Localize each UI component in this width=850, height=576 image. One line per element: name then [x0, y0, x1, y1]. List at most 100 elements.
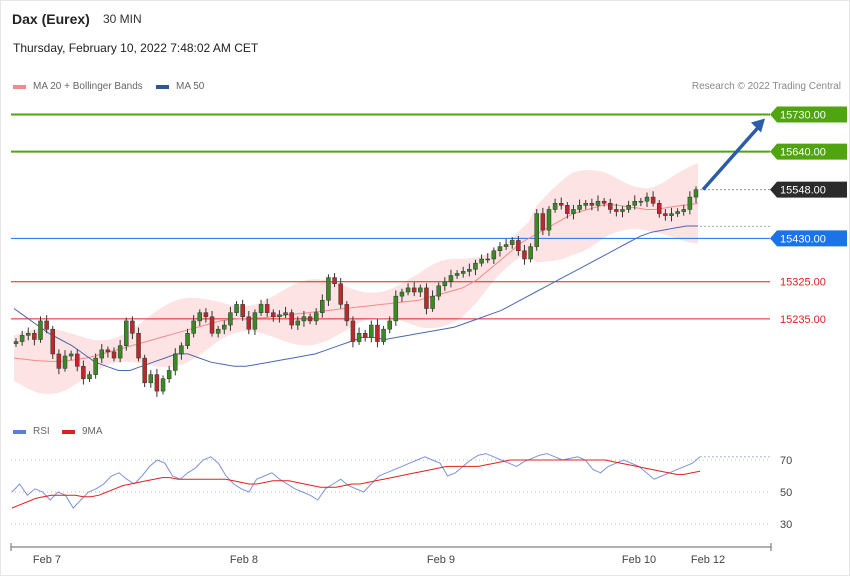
- candle-down: [56, 353, 62, 369]
- candle: [473, 259, 478, 276]
- candle-up: [87, 374, 92, 379]
- candle: [271, 309, 276, 322]
- candle-up: [148, 374, 154, 384]
- ma20-line: [13, 202, 699, 362]
- candle-down: [75, 353, 80, 367]
- candle-up: [252, 312, 258, 330]
- candle: [277, 310, 282, 323]
- candle: [656, 199, 662, 218]
- level-tag-15548.00: 15548.00: [770, 181, 847, 198]
- candle-up: [687, 196, 693, 210]
- candle-down: [656, 203, 662, 214]
- candle-up: [258, 304, 264, 313]
- candle-up: [62, 355, 68, 369]
- candle: [332, 273, 337, 288]
- level-label-15430.00: 15430.00: [780, 233, 826, 245]
- candle: [50, 325, 56, 359]
- candle: [497, 242, 503, 257]
- candle-up: [638, 200, 644, 203]
- candle: [320, 294, 325, 318]
- candle: [534, 209, 539, 251]
- candle-up: [234, 304, 239, 313]
- candle: [105, 346, 111, 358]
- candle: [663, 209, 668, 221]
- candle: [356, 327, 362, 345]
- candle: [577, 199, 582, 213]
- candle: [93, 353, 98, 379]
- candle: [644, 192, 650, 207]
- candle-up: [393, 295, 399, 322]
- candle-up: [675, 211, 680, 214]
- candle-down: [154, 374, 160, 392]
- candle-down: [522, 250, 527, 260]
- rsi-series-RSI: [11, 453, 701, 509]
- candle-down: [663, 213, 668, 216]
- candle: [589, 198, 595, 211]
- candle-up: [693, 189, 699, 198]
- legend-ma20: MA 20 + Bollinger Bands: [13, 81, 143, 92]
- candle: [38, 316, 43, 343]
- candle-down: [332, 277, 337, 285]
- candle: [130, 316, 135, 340]
- candle-down: [32, 333, 37, 340]
- level-label-15235.00: 15235.00: [780, 314, 826, 326]
- candle-down: [411, 287, 417, 293]
- candle-up: [19, 335, 25, 342]
- candle-down: [105, 349, 111, 353]
- rsi-tick-30: 30: [780, 519, 792, 531]
- candle: [154, 368, 160, 397]
- candle-up: [509, 240, 515, 245]
- candle-up: [681, 209, 686, 212]
- candle-up: [467, 269, 472, 272]
- candle-up: [166, 370, 172, 379]
- candle-up: [399, 291, 405, 297]
- candle-up: [448, 275, 454, 282]
- candle-up: [197, 312, 203, 322]
- candle-up: [26, 333, 31, 336]
- candle: [26, 327, 31, 341]
- level-tag-15430.00: 15430.00: [770, 230, 847, 247]
- bollinger-band-area: [14, 163, 698, 395]
- candle: [650, 191, 656, 207]
- candle: [503, 238, 509, 250]
- report-datetime: Thursday, February 10, 2022 7:48:02 AM C…: [13, 41, 259, 55]
- candle-down: [111, 351, 117, 359]
- projection-arrow: [701, 118, 765, 191]
- candle-down: [362, 333, 368, 338]
- candle: [620, 206, 625, 218]
- candle-down: [424, 287, 429, 309]
- candle: [44, 315, 49, 334]
- candle: [179, 342, 184, 360]
- level-lines: [11, 113, 770, 320]
- candle-up: [222, 324, 227, 330]
- candle: [87, 371, 92, 383]
- level-tag-bg: [770, 143, 847, 160]
- candle: [565, 202, 570, 219]
- candle: [687, 191, 693, 215]
- candle-down: [589, 203, 595, 206]
- candle-down: [307, 316, 313, 322]
- candle-up: [68, 353, 74, 357]
- candle: [638, 197, 644, 207]
- candle-down: [375, 324, 380, 342]
- candle: [350, 316, 356, 348]
- candle: [448, 269, 454, 288]
- candle: [19, 330, 25, 346]
- instrument-title: Dax (Eurex): [12, 11, 90, 27]
- legend-swatch-ma20: [13, 84, 26, 89]
- projection-arrow-shaft: [701, 125, 761, 191]
- x-tick-label: Feb 12: [691, 554, 725, 566]
- x-axis: Feb 7 Feb 8 Feb 9 Feb 10 Feb 12: [10, 543, 772, 566]
- candle: [307, 313, 313, 325]
- candle: [442, 277, 448, 291]
- candle: [509, 237, 515, 249]
- candle-up: [179, 345, 184, 355]
- candle-down: [81, 366, 86, 379]
- candle-up: [436, 285, 441, 297]
- candle: [13, 338, 19, 347]
- candle-down: [203, 312, 209, 318]
- candle: [160, 375, 166, 395]
- legend-label-9ma: 9MA: [82, 426, 103, 437]
- candle-up: [430, 295, 435, 309]
- legend-swatch-ma50: [156, 84, 169, 89]
